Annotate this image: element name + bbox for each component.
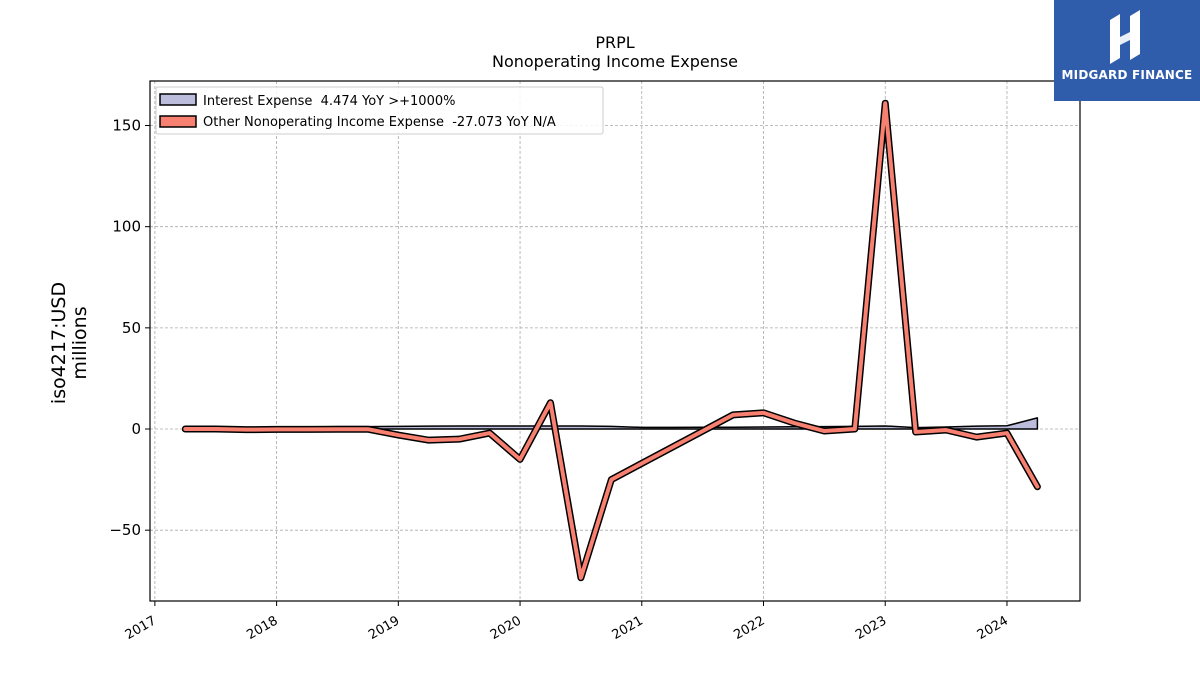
x-tick-label: 2024	[975, 613, 1011, 643]
x-axis: 2017 2018 2019 2020 2021 2022 2023 2024	[123, 601, 1011, 643]
x-tick-label: 2018	[244, 613, 280, 643]
brand-logo-mark-icon	[1110, 10, 1140, 64]
legend-box	[155, 86, 604, 135]
y-tick-label: 0	[131, 420, 141, 438]
y-tick-label: 100	[112, 218, 141, 236]
y-axis: 150 100 50 0 −50	[109, 117, 150, 539]
x-tick-label: 2019	[366, 613, 402, 643]
legend-swatch-interest-expense	[159, 93, 197, 106]
y-axis-label-line-2: millions	[69, 306, 91, 379]
legend-label-other-nonoperating: Other Nonoperating Income Expense -27.07…	[203, 115, 556, 130]
grid-layer	[150, 81, 1080, 601]
x-tick-label: 2021	[610, 613, 646, 643]
x-tick-label: 2022	[731, 613, 767, 643]
chart-title: PRPL	[595, 33, 634, 52]
series-layer	[181, 99, 1041, 582]
series-other-nonoperating-line	[183, 101, 1040, 580]
brand-logo-text: MIDGARD FINANCE	[1061, 68, 1193, 82]
legend-label-interest-expense: Interest Expense 4.474 YoY >+1000%	[203, 94, 455, 109]
series-other-nonoperating-outline	[181, 99, 1041, 582]
plot-frame	[149, 80, 1081, 602]
y-tick-label: 50	[122, 319, 141, 337]
y-axis-label-line-1: iso4217:USD	[48, 282, 70, 404]
brand-logo: MIDGARD FINANCE	[1054, 0, 1200, 101]
y-tick-label: −50	[109, 521, 141, 539]
legend-swatch-other-nonoperating	[159, 115, 197, 128]
chart-subtitle: Nonoperating Income Expense	[492, 52, 738, 71]
x-tick-label: 2020	[488, 613, 524, 643]
x-tick-label: 2017	[123, 613, 159, 643]
y-tick-label: 150	[112, 117, 141, 135]
x-tick-label: 2023	[853, 613, 889, 643]
legend: Interest Expense 4.474 YoY >+1000% Other…	[155, 86, 604, 135]
